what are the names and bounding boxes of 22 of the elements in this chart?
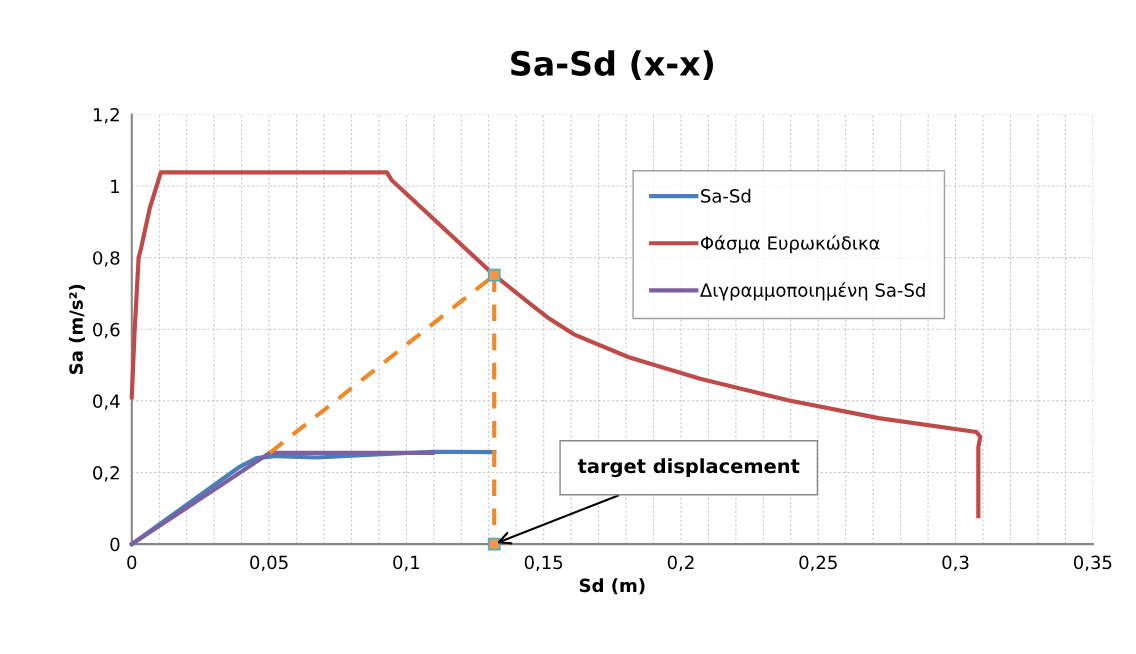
chart-title: Sa-Sd (x-x) [511, 50, 713, 80]
x-tick-label: 0,35 [1073, 555, 1112, 572]
y-tick-label: 0,6 [93, 322, 120, 339]
x-tick-label: 0,3 [942, 555, 969, 572]
y-tick-label: 0,4 [93, 394, 120, 410]
x-tick-label: 0,25 [799, 555, 837, 572]
y-axis-title: Sa (m/s²) [68, 284, 86, 375]
y-tick-label: 1 [111, 179, 119, 193]
legend-label: Sa-Sd [701, 188, 751, 203]
y-tick-label: 0,2 [93, 465, 119, 482]
x-axis-title: Sd (m) [579, 578, 645, 595]
x-tick-label: 0,15 [524, 555, 563, 572]
x-tick-label: 0,2 [667, 555, 694, 572]
y-tick-label: 1,2 [93, 107, 119, 124]
y-tick-label: 0,8 [93, 251, 120, 267]
annotation: target displacement [577, 458, 800, 478]
y-tick-label: 0 [110, 537, 120, 552]
legend-label: Φάσμα Ευρωκώδικα [700, 235, 880, 254]
x-tick-label: 0,1 [393, 555, 420, 572]
x-tick-label: 0,05 [250, 555, 288, 572]
legend-label: Διγραμμοποιημένη Sa-Sd [700, 282, 925, 301]
x-tick-label: 0 [127, 555, 137, 570]
